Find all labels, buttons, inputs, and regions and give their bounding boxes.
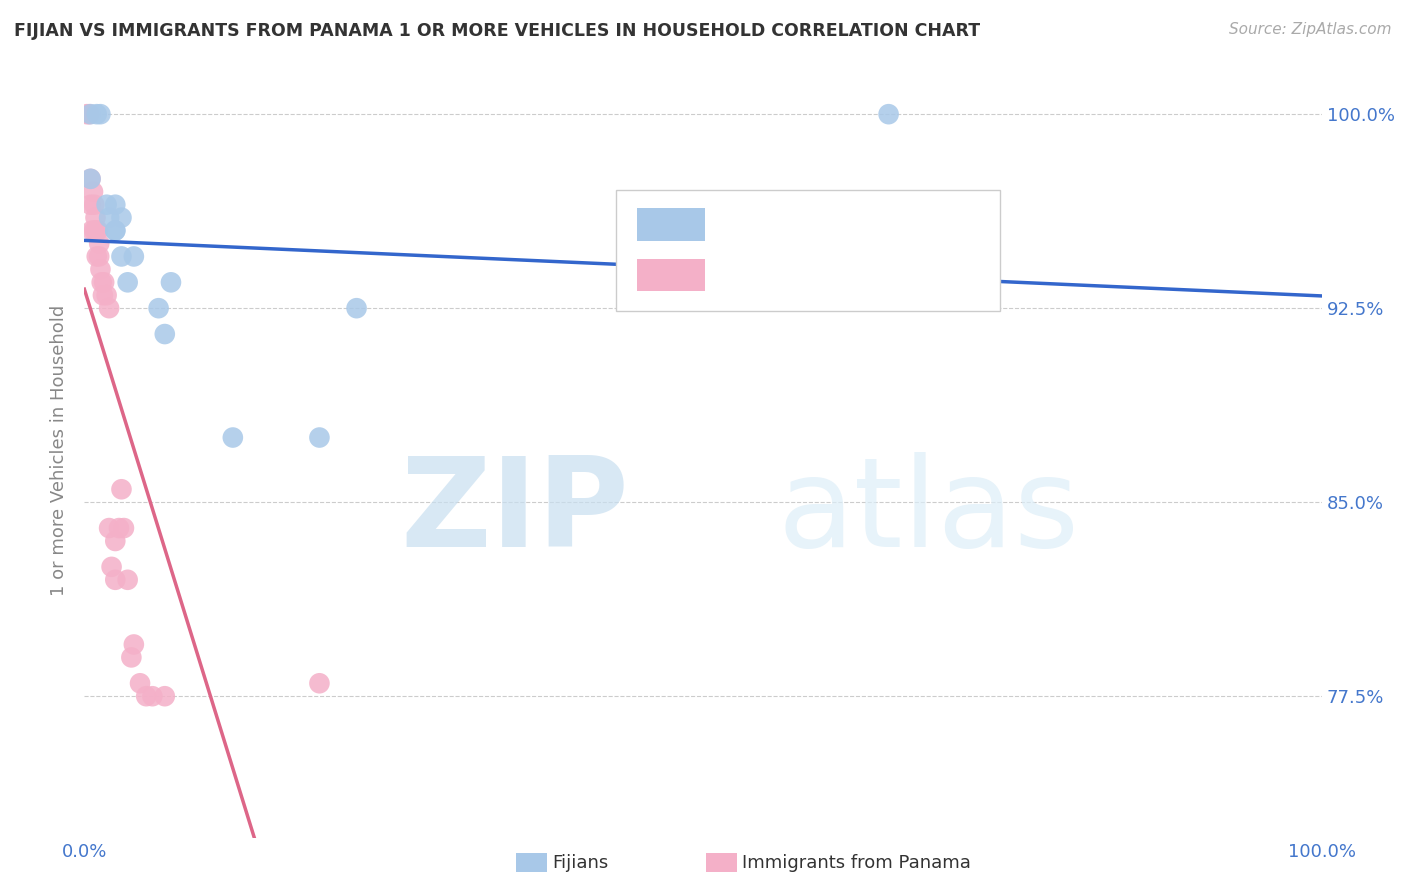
Text: R = 0.420   N = 25: R = 0.420 N = 25: [718, 215, 904, 233]
Point: [100, 560, 122, 574]
Point: [90, 275, 112, 289]
Point: [108, 521, 131, 535]
Point: [346, 301, 368, 315]
Point: [87, 223, 110, 237]
Point: [89, 107, 111, 121]
Point: [122, 637, 145, 651]
Point: [692, 288, 714, 302]
Point: [76, 107, 98, 121]
Point: [79, 197, 101, 211]
Bar: [637, 259, 706, 292]
Point: [79, 107, 101, 121]
Point: [630, 275, 652, 289]
Point: [98, 211, 121, 225]
Point: [91, 288, 114, 302]
Text: ZIP: ZIP: [401, 452, 628, 573]
Point: [129, 676, 152, 690]
Point: [112, 521, 135, 535]
Point: [104, 533, 127, 548]
Point: [82, 185, 104, 199]
Point: [110, 250, 132, 264]
Point: [160, 275, 183, 289]
Text: Immigrants from Panama: Immigrants from Panama: [742, 854, 972, 871]
Point: [104, 223, 127, 237]
Text: R = 0.405   N = 35: R = 0.405 N = 35: [718, 265, 904, 284]
Point: [308, 430, 330, 444]
Point: [98, 301, 121, 315]
Point: [104, 197, 127, 211]
Point: [86, 107, 108, 121]
Point: [96, 288, 118, 302]
Point: [222, 430, 245, 444]
Point: [84, 211, 107, 225]
Text: atlas: atlas: [778, 452, 1080, 573]
Point: [117, 573, 139, 587]
Point: [117, 275, 139, 289]
Point: [110, 483, 132, 497]
Point: [83, 197, 105, 211]
Point: [153, 326, 176, 341]
Point: [79, 107, 101, 121]
Point: [754, 275, 776, 289]
Point: [80, 223, 103, 237]
Point: [122, 250, 145, 264]
Point: [877, 107, 900, 121]
Point: [89, 236, 111, 251]
Point: [98, 521, 121, 535]
Text: Source: ZipAtlas.com: Source: ZipAtlas.com: [1229, 22, 1392, 37]
Point: [148, 301, 170, 315]
Point: [93, 275, 115, 289]
Y-axis label: 1 or more Vehicles in Household: 1 or more Vehicles in Household: [51, 305, 69, 596]
Point: [153, 689, 176, 703]
Point: [86, 223, 108, 237]
Point: [104, 223, 127, 237]
Point: [83, 223, 105, 237]
Point: [89, 250, 111, 264]
Point: [86, 250, 108, 264]
Point: [104, 573, 127, 587]
Point: [120, 650, 142, 665]
Point: [96, 197, 118, 211]
Point: [79, 171, 101, 186]
Point: [89, 262, 111, 277]
Point: [308, 676, 330, 690]
Point: [141, 689, 163, 703]
Point: [110, 211, 132, 225]
Text: FIJIAN VS IMMIGRANTS FROM PANAMA 1 OR MORE VEHICLES IN HOUSEHOLD CORRELATION CHA: FIJIAN VS IMMIGRANTS FROM PANAMA 1 OR MO…: [14, 22, 980, 40]
Point: [135, 689, 157, 703]
Bar: [637, 209, 706, 241]
FancyBboxPatch shape: [616, 191, 1000, 310]
Text: Fijians: Fijians: [553, 854, 609, 871]
Point: [79, 171, 101, 186]
